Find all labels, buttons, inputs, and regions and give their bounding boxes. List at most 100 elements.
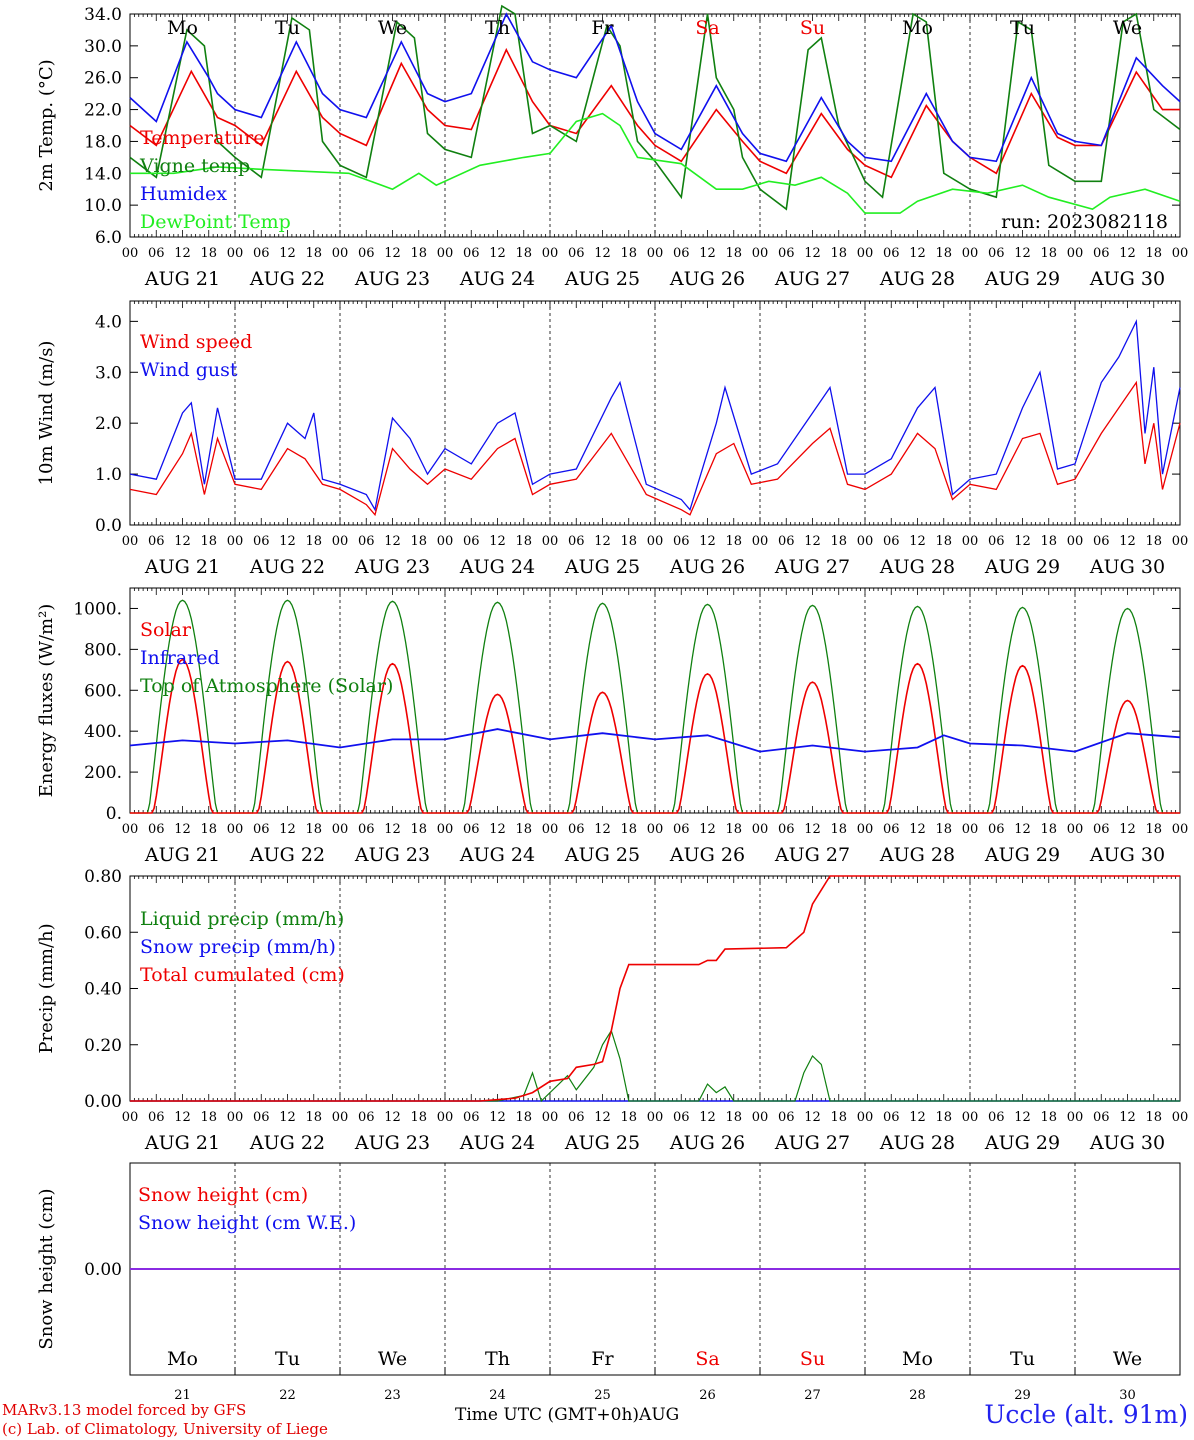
hour-tick-label: 06 [883,1110,900,1125]
date-label: AUG 21 [144,556,220,578]
hour-tick-label: 00 [962,246,979,261]
hour-tick-label: 18 [620,1110,637,1125]
hour-tick-label: 06 [883,246,900,261]
weekday-label: We [378,17,407,39]
date-label: AUG 30 [1089,268,1165,290]
date-label: AUG 24 [459,1132,535,1154]
hour-tick-label: 12 [1119,246,1136,261]
hour-tick-label: 18 [515,246,532,261]
y-axis-label: 2m Temp. (°C) [36,59,57,191]
hour-tick-label: 00 [122,534,139,549]
day-number-label: 23 [384,1388,401,1403]
date-label: AUG 21 [144,844,220,866]
hour-tick-label: 00 [1172,1110,1189,1125]
series-line-humidex [129,12,1181,163]
hour-tick-label: 12 [804,822,821,837]
hour-tick-label: 06 [883,534,900,549]
hour-tick-label: 12 [1014,534,1031,549]
y-tick-label: 3.0 [95,363,122,383]
series-line-infrared [129,728,1181,753]
weekday-label: Th [485,17,510,39]
legend-entry: Liquid precip (mm/h) [140,908,344,930]
legend-entry: Humidex [140,183,227,205]
date-label: AUG 22 [249,844,325,866]
date-label: AUG 22 [249,1132,325,1154]
hour-tick-label: 12 [594,822,611,837]
y-tick-label: 1.0 [95,465,122,485]
hour-tick-label: 00 [227,246,244,261]
date-label: AUG 27 [774,844,850,866]
hour-tick-label: 06 [673,246,690,261]
hour-tick-label: 06 [253,534,270,549]
hour-tick-label: 18 [515,822,532,837]
day-number-label: 25 [594,1388,611,1403]
hour-tick-label: 06 [568,534,585,549]
date-label: AUG 29 [984,556,1060,578]
hour-tick-label: 12 [1014,246,1031,261]
hour-tick-label: 12 [279,1110,296,1125]
hour-tick-label: 18 [410,822,427,837]
y-tick-label: 0.40 [84,980,122,1000]
legend-entry: Wind gust [140,359,238,381]
y-tick-label: 26.0 [84,69,122,89]
series-line-temperature [129,47,1180,179]
hour-tick-label: 12 [489,246,506,261]
hour-tick-label: 00 [542,1110,559,1125]
date-label: AUG 24 [459,268,535,290]
series-line-wind-speed [129,380,1181,517]
hour-tick-label: 18 [1145,822,1162,837]
y-tick-label: 600. [84,681,122,701]
hour-tick-label: 18 [200,1110,217,1125]
date-label: AUG 26 [669,844,745,866]
legend-entry: Infrared [140,647,220,669]
plot-frame [129,587,1181,814]
weekday-label: We [1113,1348,1142,1370]
series-line-dewpoint-temp [130,112,1181,214]
hour-tick-label: 06 [358,1110,375,1125]
date-label: AUG 23 [354,556,430,578]
date-label: AUG 29 [984,844,1060,866]
hour-tick-label: 06 [1093,246,1110,261]
hour-tick-label: 00 [647,534,664,549]
hour-tick-label: 18 [410,534,427,549]
hour-tick-label: 12 [1119,1110,1136,1125]
y-tick-label: 0.00 [84,1260,122,1280]
legend-entry: Total cumulated (cm) [140,964,345,986]
y-tick-label: 2.0 [95,414,122,434]
hour-tick-label: 00 [332,1110,349,1125]
date-label: AUG 24 [459,844,535,866]
hour-tick-label: 18 [1040,246,1057,261]
date-label: AUG 24 [459,556,535,578]
hour-tick-label: 00 [857,822,874,837]
weekday-label: Mo [902,17,933,39]
weekday-label: Sa [695,1348,719,1370]
hour-tick-label: 00 [332,534,349,549]
hour-tick-label: 12 [279,534,296,549]
hour-tick-label: 12 [699,534,716,549]
hour-tick-label: 18 [620,534,637,549]
date-label: AUG 25 [564,844,640,866]
hour-tick-label: 18 [305,1110,322,1125]
date-label: AUG 30 [1089,556,1165,578]
y-tick-label: 18.0 [84,132,122,152]
hour-tick-label: 06 [1093,534,1110,549]
hour-tick-label: 00 [962,534,979,549]
hour-tick-label: 12 [804,1110,821,1125]
hour-tick-label: 00 [122,822,139,837]
hour-tick-label: 00 [1172,822,1189,837]
hour-tick-label: 18 [1040,1110,1057,1125]
legend-entry: Wind speed [140,331,252,353]
date-label: AUG 30 [1089,844,1165,866]
credit-line: (c) Lab. of Climatology, University of L… [2,1420,328,1438]
model-line: MARv3.13 model forced by GFS [2,1401,247,1419]
date-label: AUG 28 [879,268,955,290]
hour-tick-label: 06 [988,822,1005,837]
day-number-label: 22 [279,1388,296,1403]
y-tick-label: 0.60 [84,923,122,943]
y-tick-label: 6.0 [95,228,122,248]
hour-tick-label: 12 [594,534,611,549]
hour-tick-label: 00 [1067,246,1084,261]
hour-tick-label: 06 [673,822,690,837]
hour-tick-label: 00 [542,822,559,837]
hour-tick-label: 06 [148,534,165,549]
